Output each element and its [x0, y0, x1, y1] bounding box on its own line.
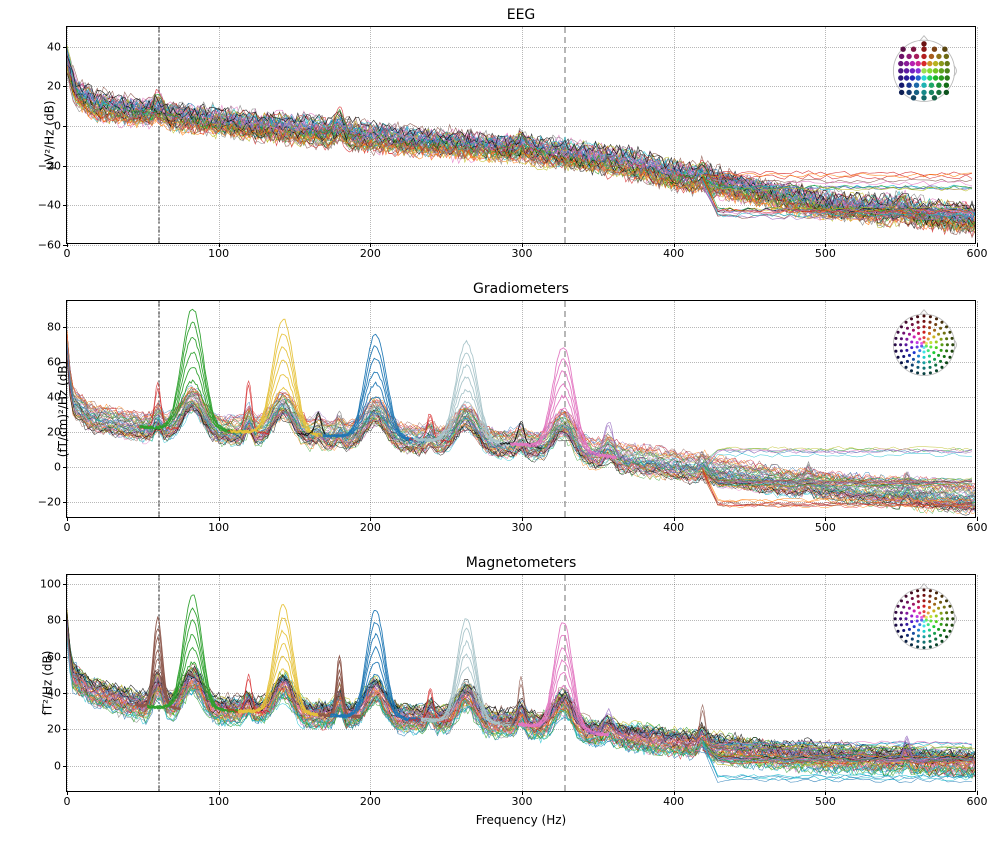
- xtick-label: 600: [967, 795, 988, 808]
- ytick-label: 60: [47, 650, 61, 663]
- ytick-label: 20: [47, 425, 61, 438]
- ytick-label: 0: [54, 759, 61, 772]
- ytick-label: 20: [47, 80, 61, 93]
- xtick-label: 600: [967, 521, 988, 534]
- xtick-label: 600: [967, 247, 988, 260]
- ytick-label: −60: [38, 239, 61, 252]
- psd-trace-tail: [703, 448, 972, 463]
- xtick-label: 200: [360, 795, 381, 808]
- xtick-label: 500: [815, 247, 836, 260]
- ytick-label: −20: [38, 495, 61, 508]
- plot-layer: [67, 575, 975, 791]
- ytick-label: −20: [38, 159, 61, 172]
- xtick-label: 0: [64, 247, 71, 260]
- ytick-label: 40: [47, 40, 61, 53]
- plot-layer: [67, 301, 975, 517]
- xtick-label: 400: [663, 247, 684, 260]
- gridline-h: [67, 245, 975, 246]
- panel-title: Gradiometers: [67, 281, 975, 297]
- panel-eeg: EEGµV²/Hz (dB)−60−40−2002040010020030040…: [66, 26, 976, 244]
- panel-title: EEG: [67, 7, 975, 23]
- xtick-label: 0: [64, 521, 71, 534]
- xtick-label: 300: [512, 521, 533, 534]
- psd-trace: [67, 45, 975, 218]
- x-axis-label: Frequency (Hz): [67, 813, 975, 827]
- ytick-label: 80: [47, 614, 61, 627]
- xtick-label: 500: [815, 521, 836, 534]
- ytick-label: 40: [47, 687, 61, 700]
- xtick-label: 300: [512, 795, 533, 808]
- sensor-topomap-icon: [879, 581, 969, 653]
- panel-mag: MagnetometersfT²/Hz (dB)Frequency (Hz)02…: [66, 574, 976, 792]
- psd-trace: [67, 51, 975, 221]
- xtick-label: 200: [360, 521, 381, 534]
- xtick-label: 400: [663, 795, 684, 808]
- gridline-v: [977, 27, 978, 243]
- gridline-v: [977, 301, 978, 517]
- gridline-v: [977, 575, 978, 791]
- xtick-label: 100: [208, 521, 229, 534]
- sensor-topomap-icon: [879, 33, 969, 105]
- sensor-topomap-icon: [879, 307, 969, 379]
- xtick-label: 100: [208, 247, 229, 260]
- psd-trace-tail: [703, 453, 972, 474]
- ytick-label: 60: [47, 356, 61, 369]
- figure: EEGµV²/Hz (dB)−60−40−2002040010020030040…: [0, 0, 1000, 850]
- ytick-label: 40: [47, 390, 61, 403]
- ytick-label: 0: [54, 460, 61, 473]
- ytick-label: 20: [47, 723, 61, 736]
- psd-peak: [414, 365, 520, 446]
- ytick-label: −40: [38, 199, 61, 212]
- xtick-label: 300: [512, 247, 533, 260]
- panel-grad: Gradiometers(fT/cm)²/Hz (dB)−20020406080…: [66, 300, 976, 518]
- psd-peak: [518, 623, 609, 737]
- xtick-label: 400: [663, 521, 684, 534]
- xtick-label: 200: [360, 247, 381, 260]
- ytick-label: 100: [40, 578, 61, 591]
- ytick-label: 80: [47, 321, 61, 334]
- ytick-label: 0: [54, 120, 61, 133]
- panel-title: Magnetometers: [67, 555, 975, 571]
- plot-layer: [67, 27, 975, 243]
- xtick-label: 0: [64, 795, 71, 808]
- xtick-label: 500: [815, 795, 836, 808]
- xtick-label: 100: [208, 795, 229, 808]
